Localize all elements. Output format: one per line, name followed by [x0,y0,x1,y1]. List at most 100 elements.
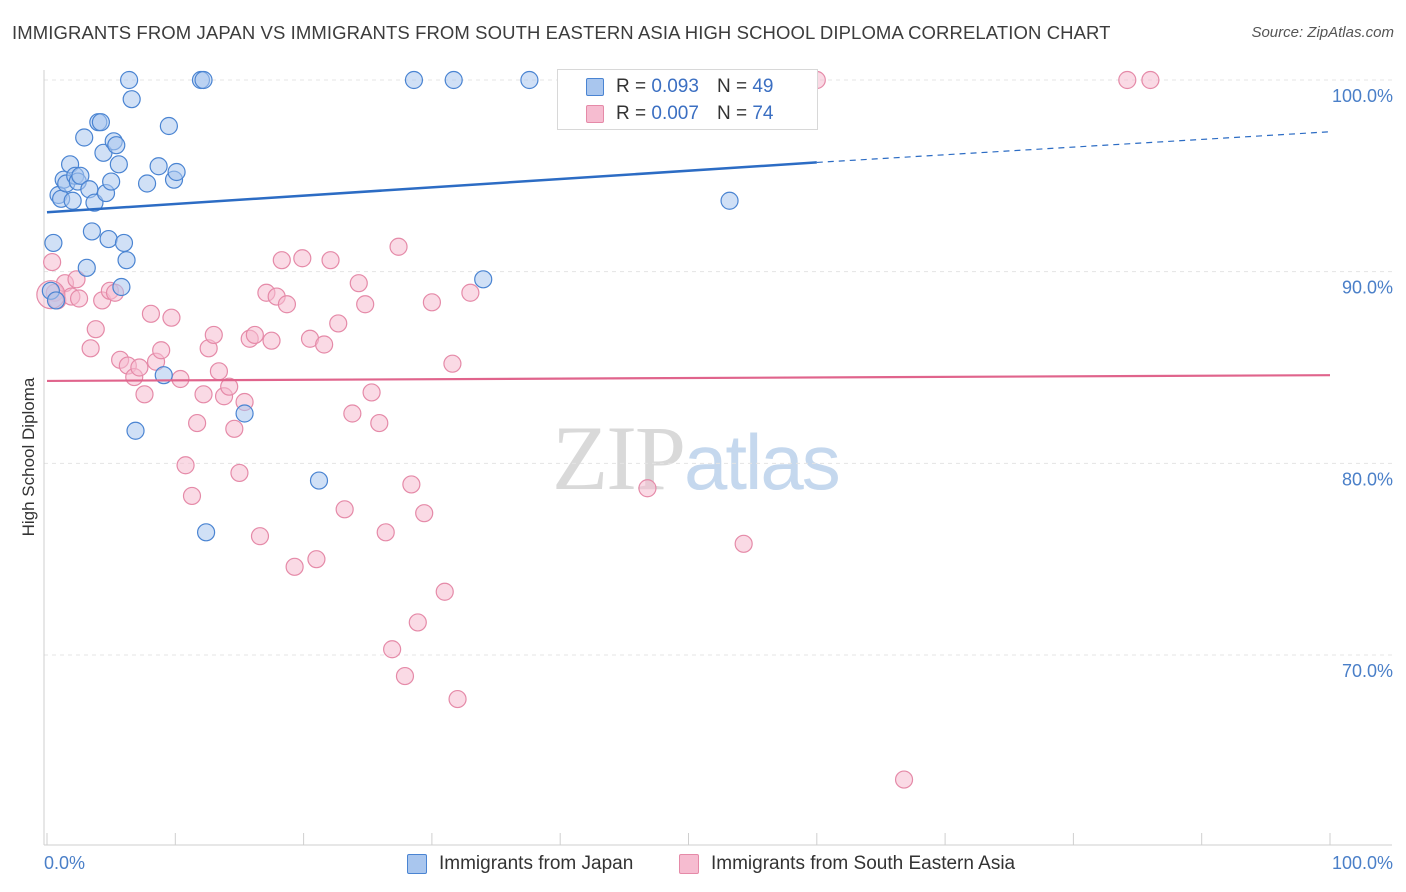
data-point-sea [162,308,181,327]
data-point-japan [309,471,329,490]
data-point-sea [194,385,213,404]
data-point-sea [1118,70,1137,90]
data-point-sea [370,413,389,433]
source-label: Source: ZipAtlas.com [1251,24,1394,41]
data-point-japan [120,70,139,90]
bottom-legend-swatch-japan [407,854,427,874]
data-point-sea [225,419,244,438]
data-point-sea [250,527,270,546]
x-ticks [46,833,1331,845]
bottom-legend-japan: Immigrants from Japan [407,852,633,876]
data-point-sea [43,252,62,272]
data-point-sea [307,550,326,569]
data-point-sea [408,613,427,632]
data-point-sea [182,486,202,506]
data-point-japan [114,233,134,253]
data-point-japan [159,116,178,136]
data-point-sea [402,475,421,494]
data-point-sea [349,274,368,293]
data-point-sea [272,251,291,270]
data-point-japan [194,70,213,90]
data-point-japan [167,162,186,182]
trend-line-japan [46,161,817,214]
legend-n-label: N = [716,76,748,97]
data-point-japan [122,90,141,109]
y-tick-labels: 100.0% 90.0% 80.0% 70.0% [1332,86,1393,681]
bottom-legend-sea-label: Immigrants from South Eastern Asia [711,853,1016,874]
data-point-japan [82,222,102,241]
data-point-sea [638,479,657,498]
data-point-sea [356,295,375,314]
data-point-sea [395,666,415,686]
data-point-sea [329,314,348,333]
data-point-japan [102,172,121,191]
watermark-atlas: atlas [684,418,841,506]
legend-n-label: N = [716,103,748,124]
grid-lines [44,79,1392,656]
data-point-sea [69,289,89,308]
data-point-sea [448,689,467,709]
data-point-sea [376,523,395,542]
trend-line-sea [46,374,1331,383]
data-point-sea [141,304,161,323]
legend-row-japan: R = 0.093 N = 49 [586,74,773,100]
bottom-legend-swatch-sea [679,854,699,874]
data-point-japan [44,233,63,253]
data-point-sea [362,383,381,402]
data-point-japan [474,270,493,289]
data-point-japan [720,191,739,210]
y-tick-label: 70.0% [1342,661,1393,681]
data-point-japan [520,70,539,90]
japan-series [41,70,739,542]
x-tick-label-max: 100.0% [1332,853,1393,873]
data-point-sea [343,404,362,423]
data-point-sea [86,320,105,339]
data-point-japan [235,404,254,423]
y-tick-label: 100.0% [1332,86,1393,106]
legend-r-label: R = [616,76,647,97]
stats-legend: R = 0.093 N = 49 R = 0.007 N = 74 [557,69,818,130]
legend-swatch-sea [586,105,604,123]
legend-row-sea: R = 0.007 N = 74 [586,101,773,127]
data-point-sea [230,463,249,483]
data-point-sea [415,504,434,523]
data-point-sea [171,369,190,389]
watermark-zip: ZIP [552,407,686,509]
chart-title: IMMIGRANTS FROM JAPAN VS IMMIGRANTS FROM… [12,22,1111,43]
data-point-sea [277,295,297,314]
data-point-sea [209,362,229,381]
data-point-japan [444,70,463,90]
data-point-sea [67,270,86,289]
watermark: ZIPatlas [552,405,841,511]
data-point-japan [46,291,66,310]
data-point-sea [315,335,334,354]
data-point-sea [461,283,480,302]
data-point-sea [422,293,441,312]
legend-sea-n: 74 [752,103,774,124]
trend-line-japan-projection [816,131,1331,164]
data-point-sea [262,331,281,350]
sea-series [36,70,1160,789]
legend-japan-n: 49 [752,76,774,97]
data-point-japan [75,128,94,147]
data-point-sea [1141,70,1160,90]
data-point-japan [91,113,110,132]
data-point-japan [63,191,82,210]
bottom-legend-sea: Immigrants from South Eastern Asia [679,852,1015,876]
legend-japan-r: 0.093 [651,76,699,97]
data-point-sea [130,358,149,377]
data-point-sea [389,237,408,256]
y-tick-label: 90.0% [1342,278,1393,298]
data-point-sea [894,770,914,789]
data-point-sea [188,413,207,433]
data-point-sea [176,456,195,475]
data-point-sea [135,385,154,404]
data-point-japan [112,277,131,297]
data-point-sea [204,325,223,345]
data-point-sea [293,249,312,268]
bottom-legend-japan-label: Immigrants from Japan [439,853,634,874]
data-point-japan [137,174,157,193]
data-point-japan [107,136,126,155]
data-point-sea [285,557,304,576]
